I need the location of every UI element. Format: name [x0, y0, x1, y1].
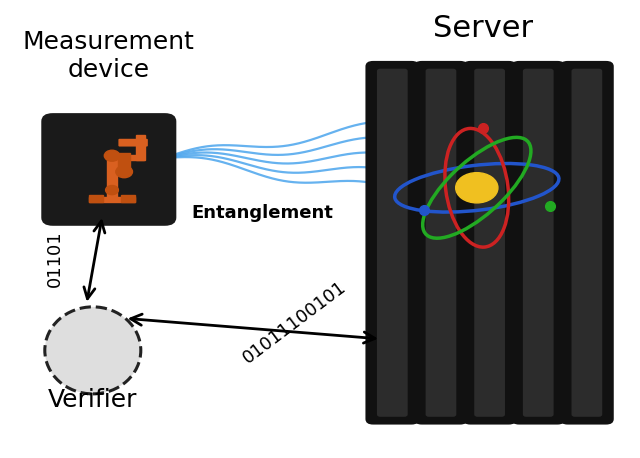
Text: Verifier: Verifier	[48, 388, 138, 412]
Bar	[107, 156, 117, 197]
FancyBboxPatch shape	[572, 69, 602, 417]
Bar	[89, 197, 135, 202]
FancyBboxPatch shape	[118, 139, 148, 147]
FancyBboxPatch shape	[414, 61, 468, 425]
Bar	[109, 155, 144, 160]
Circle shape	[106, 185, 118, 195]
Text: 01101: 01101	[45, 230, 63, 287]
FancyBboxPatch shape	[426, 69, 456, 417]
FancyBboxPatch shape	[377, 69, 408, 417]
FancyBboxPatch shape	[474, 69, 505, 417]
FancyBboxPatch shape	[365, 61, 419, 425]
FancyBboxPatch shape	[463, 61, 516, 425]
Circle shape	[116, 166, 132, 178]
FancyBboxPatch shape	[560, 61, 614, 425]
FancyBboxPatch shape	[42, 113, 177, 226]
Bar	[118, 153, 130, 172]
Bar	[121, 195, 135, 202]
Bar	[89, 195, 103, 202]
FancyBboxPatch shape	[523, 69, 554, 417]
Text: Entanglement: Entanglement	[191, 204, 333, 222]
Text: Server: Server	[433, 14, 533, 43]
FancyBboxPatch shape	[511, 61, 565, 425]
Text: 01011100101: 01011100101	[239, 278, 349, 367]
Circle shape	[104, 150, 120, 161]
Text: Measurement
device: Measurement device	[23, 30, 195, 82]
Ellipse shape	[45, 307, 141, 394]
Circle shape	[456, 173, 498, 203]
Bar	[136, 135, 145, 160]
